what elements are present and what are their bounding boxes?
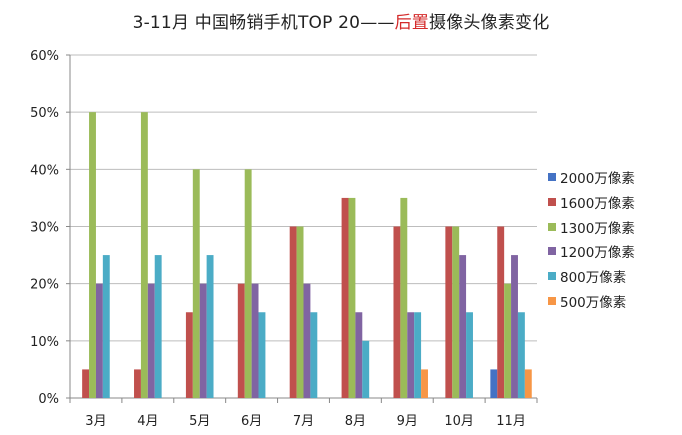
title-highlight: 后置 (394, 13, 430, 33)
bar (258, 312, 266, 398)
y-tick-label: 0% (38, 392, 59, 407)
y-tick-label: 30% (30, 221, 59, 236)
title-part2: 摄像头像素变化 (429, 13, 550, 33)
bar (348, 197, 356, 398)
bar (490, 369, 498, 398)
bar (414, 312, 422, 398)
legend-swatch-icon (548, 296, 556, 305)
bar (341, 197, 349, 398)
bar (185, 312, 193, 398)
x-tick-label: 11月 (496, 414, 526, 429)
bar (199, 283, 207, 398)
legend-item: 1600万像素 (548, 190, 635, 215)
bar (206, 255, 214, 398)
y-tick-label: 10% (30, 335, 59, 350)
legend-swatch-icon (548, 222, 556, 231)
bar (244, 169, 252, 398)
x-tick-label: 6月 (241, 414, 262, 429)
x-tick-label: 10月 (444, 414, 474, 429)
bar (466, 312, 473, 398)
bar (310, 312, 318, 398)
legend-item: 2000万像素 (548, 165, 635, 190)
bar (524, 369, 532, 398)
x-tick-label: 4月 (137, 414, 158, 429)
legend-label: 500万像素 (560, 294, 627, 311)
bar (355, 312, 363, 398)
legend-item: 500万像素 (548, 288, 635, 313)
legend-item: 1200万像素 (548, 239, 635, 264)
bar (303, 283, 311, 398)
legend-label: 1600万像素 (560, 196, 635, 213)
bar (140, 112, 148, 399)
legend-swatch-icon (548, 198, 556, 207)
bar (102, 255, 110, 398)
legend-label: 2000万像素 (560, 171, 635, 188)
bar (251, 283, 259, 398)
bar (511, 255, 518, 398)
legend-swatch-icon (548, 247, 556, 256)
y-tick-label: 60% (30, 49, 59, 64)
bar (421, 369, 428, 398)
bar (289, 226, 297, 398)
bar (154, 255, 162, 398)
bar (147, 283, 155, 398)
bar (95, 283, 103, 398)
y-tick-label: 50% (30, 106, 59, 121)
bar (497, 226, 505, 398)
bar (237, 283, 245, 398)
x-tick-label: 8月 (345, 414, 366, 429)
bar (517, 312, 525, 398)
y-tick-label: 20% (30, 278, 59, 293)
x-tick-label: 5月 (189, 414, 210, 429)
bar (445, 226, 453, 398)
legend-label: 1300万像素 (560, 220, 635, 237)
y-tick-label: 40% (30, 163, 59, 178)
bar (504, 283, 512, 398)
title-part1: 3-11月 中国畅销手机TOP 20—— (132, 13, 395, 33)
bar (459, 255, 467, 398)
bar (400, 197, 408, 398)
x-tick-label: 7月 (293, 414, 314, 429)
legend-swatch-icon (548, 272, 556, 281)
bar (82, 369, 90, 398)
legend-swatch-icon (548, 173, 556, 182)
legend-item: 800万像素 (548, 264, 635, 289)
legend-item: 1300万像素 (548, 214, 635, 239)
bar (134, 369, 141, 398)
bar (362, 340, 370, 398)
bar (407, 312, 415, 398)
bar (452, 226, 460, 398)
legend-label: 800万像素 (560, 270, 627, 287)
x-tick-label: 3月 (85, 414, 106, 429)
bar (393, 226, 401, 398)
bar (296, 226, 304, 398)
legend-label: 1200万像素 (560, 245, 635, 262)
bar (89, 112, 96, 399)
legend: 2000万像素 1600万像素 1300万像素 1200万像素 800万像素 500万像素 (548, 165, 635, 313)
bar (192, 169, 200, 398)
x-tick-label: 9月 (397, 414, 418, 429)
chart-title: 3-11月 中国畅销手机TOP 20——后置摄像头像素变化 (0, 8, 682, 33)
